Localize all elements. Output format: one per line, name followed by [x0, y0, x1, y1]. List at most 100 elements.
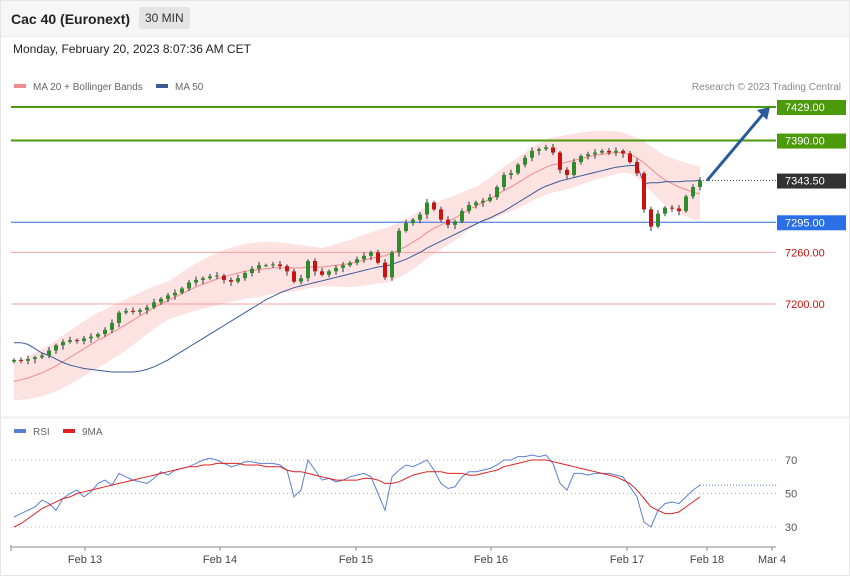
target-arrow-head — [757, 107, 770, 120]
bullish-candle — [418, 214, 422, 220]
timestamp: Monday, February 20, 2023 8:07:36 AM CET — [13, 42, 251, 56]
rsi-tick-label: 30 — [785, 522, 797, 534]
bullish-candle — [327, 271, 331, 275]
bullish-candle — [523, 157, 527, 165]
current-price-label: 7343.50 — [785, 176, 825, 188]
bullish-candle — [404, 223, 408, 231]
bullish-candle — [474, 202, 478, 206]
bullish-candle — [509, 173, 513, 175]
pivot-level-tag — [777, 215, 846, 231]
bullish-candle — [264, 265, 268, 267]
bullish-candle — [397, 230, 401, 253]
x-tick-label: Mar 4 — [758, 554, 786, 566]
panel-separator — [0, 416, 850, 419]
bollinger-bands — [14, 130, 700, 401]
bullish-candle — [488, 197, 492, 201]
bullish-candle — [656, 213, 660, 227]
bullish-candle — [348, 262, 352, 266]
bullish-candle — [236, 278, 240, 282]
bullish-candle — [89, 336, 93, 339]
bearish-candle — [383, 262, 387, 278]
bullish-candle — [334, 267, 338, 272]
bullish-candle — [12, 359, 16, 362]
bearish-candle — [19, 359, 23, 361]
bullish-candle — [425, 202, 429, 215]
x-tick-label: Feb 13 — [68, 554, 102, 566]
target-arrow-shaft — [705, 112, 766, 182]
x-tick-label: Feb 17 — [610, 554, 644, 566]
bullish-candle — [530, 150, 534, 158]
bullish-candle — [201, 278, 205, 280]
ma50-legend-label: MA 50 — [175, 82, 204, 93]
bullish-candle — [103, 329, 107, 335]
bullish-candle — [117, 312, 121, 323]
ma20-legend-swatch — [14, 84, 26, 88]
bearish-candle — [313, 260, 317, 272]
bullish-candle — [124, 310, 128, 313]
bullish-candle — [544, 147, 548, 150]
chart-header: Cac 40 (Euronext) 30 MIN — [0, 0, 850, 37]
bullish-candle — [187, 282, 191, 289]
support-level-label: 7200.00 — [785, 299, 825, 311]
bullish-candle — [572, 162, 576, 175]
research-credit: Research © 2023 Trading Central — [692, 82, 841, 93]
bearish-candle — [278, 264, 282, 267]
bullish-candle — [369, 252, 373, 256]
bearish-candle — [446, 219, 450, 225]
bullish-candle — [250, 268, 254, 274]
bullish-candle — [684, 196, 688, 212]
current-price-tag — [777, 173, 846, 189]
bullish-candle — [355, 259, 359, 263]
timeframe-button[interactable]: 30 MIN — [139, 7, 190, 29]
x-tick-label: Feb 15 — [339, 554, 373, 566]
bullish-candle — [614, 150, 618, 153]
bullish-candle — [96, 334, 100, 337]
bullish-candle — [180, 288, 184, 293]
pivot-level-label: 7295.00 — [785, 217, 825, 229]
bullish-candle — [481, 200, 485, 203]
resistance-level-tag — [777, 100, 846, 115]
bullish-candle — [257, 265, 261, 269]
bearish-candle — [229, 279, 233, 282]
bullish-candle — [26, 359, 30, 361]
resistance-level-tag — [777, 133, 846, 149]
bullish-candle — [138, 310, 142, 312]
bullish-candle — [54, 345, 58, 351]
bullish-candle — [159, 298, 163, 303]
bullish-candle — [82, 338, 86, 341]
bearish-candle — [635, 162, 639, 174]
bearish-candle — [75, 340, 79, 342]
bearish-candle — [565, 169, 569, 175]
bullish-candle — [306, 260, 310, 279]
bullish-candle — [495, 187, 499, 198]
bullish-candle — [173, 292, 177, 296]
bullish-candle — [47, 350, 51, 356]
support-level-label: 7260.00 — [785, 247, 825, 259]
bearish-candle — [621, 150, 625, 154]
rsi-ma-legend-label: 9MA — [82, 427, 103, 438]
bearish-candle — [628, 153, 632, 163]
bearish-candle — [439, 209, 443, 220]
bullish-candle — [586, 154, 590, 157]
bullish-candle — [467, 205, 471, 212]
rsi-tick-label: 50 — [785, 489, 797, 501]
bearish-candle — [292, 271, 296, 282]
rsi-ma-legend-swatch — [63, 429, 75, 433]
bullish-candle — [152, 302, 156, 308]
bullish-candle — [691, 187, 695, 197]
bearish-candle — [222, 275, 226, 280]
bullish-candle — [40, 355, 44, 358]
bullish-candle — [390, 252, 394, 278]
x-tick-label: Feb 18 — [690, 554, 724, 566]
bullish-candle — [579, 156, 583, 163]
rsi-legend-swatch — [14, 429, 26, 433]
bullish-candle — [502, 174, 506, 188]
bearish-candle — [551, 147, 555, 153]
bearish-candle — [131, 310, 135, 312]
bearish-candle — [285, 266, 289, 272]
bullish-candle — [243, 273, 247, 279]
x-tick-label: Feb 14 — [203, 554, 237, 566]
bullish-candle — [411, 219, 415, 224]
bearish-candle — [320, 271, 324, 275]
